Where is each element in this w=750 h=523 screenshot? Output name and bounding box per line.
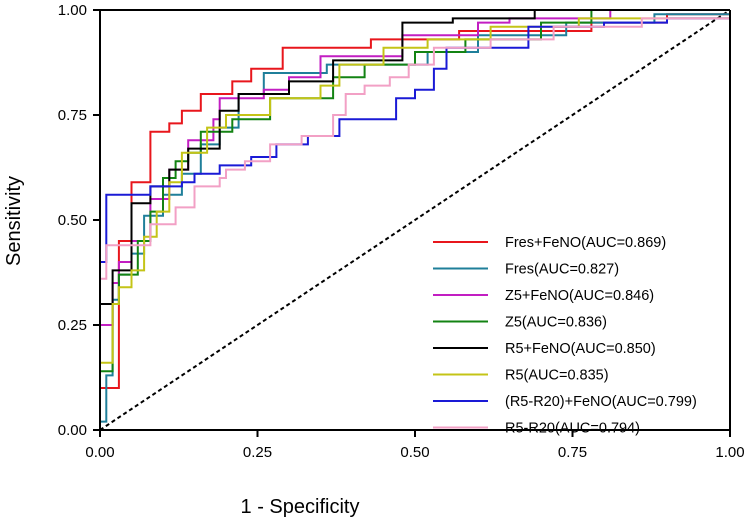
legend-label-3: Z5(AUC=0.836) — [505, 315, 607, 331]
roc-curve-7 — [100, 17, 730, 280]
y-axis-title: Sensitivity — [3, 176, 25, 266]
y-tick-label: 0.50 — [58, 212, 87, 229]
y-tick-label: 0.25 — [58, 317, 87, 334]
y-tick-label: 1.00 — [58, 2, 87, 19]
x-tick-label: 0.00 — [85, 444, 114, 461]
legend-label-1: Fres(AUC=0.827) — [505, 262, 619, 278]
legend-label-5: R5(AUC=0.835) — [505, 368, 609, 384]
roc-curve-5 — [100, 17, 730, 364]
x-tick-label: 0.50 — [400, 444, 429, 461]
legend-label-7: R5-R20(AUC=0.794) — [505, 421, 640, 437]
x-axis-title: 1 - Specificity — [241, 496, 360, 518]
axes: 0.00 0.25 0.50 0.75 1.00 0.00 0.25 0.50 0.75 1.00 — [58, 2, 745, 461]
roc-curve-0 — [100, 13, 730, 430]
reference-diagonal-line — [99, 9, 731, 431]
y-tick-label: 0.75 — [58, 107, 87, 124]
roc-curve-1 — [100, 13, 730, 423]
y-tick-label: 0.00 — [58, 422, 87, 439]
roc-curve-4 — [100, 9, 730, 305]
legend-label-2: Z5+FeNO(AUC=0.846) — [505, 288, 654, 304]
plot-area — [99, 9, 731, 431]
x-tick-label: 0.25 — [243, 444, 272, 461]
legend-label-4: R5+FeNO(AUC=0.850) — [505, 341, 656, 357]
x-tick-label: 1.00 — [715, 444, 744, 461]
legend: Fres+FeNO(AUC=0.869) Fres(AUC=0.827) Z5+Fe… — [433, 235, 697, 437]
legend-label-0: Fres+FeNO(AUC=0.869) — [505, 235, 666, 251]
x-tick-label: 0.75 — [558, 444, 587, 461]
legend-label-6: (R5-R20)+FeNO(AUC=0.799) — [505, 394, 697, 410]
roc-curve-3 — [100, 9, 730, 373]
